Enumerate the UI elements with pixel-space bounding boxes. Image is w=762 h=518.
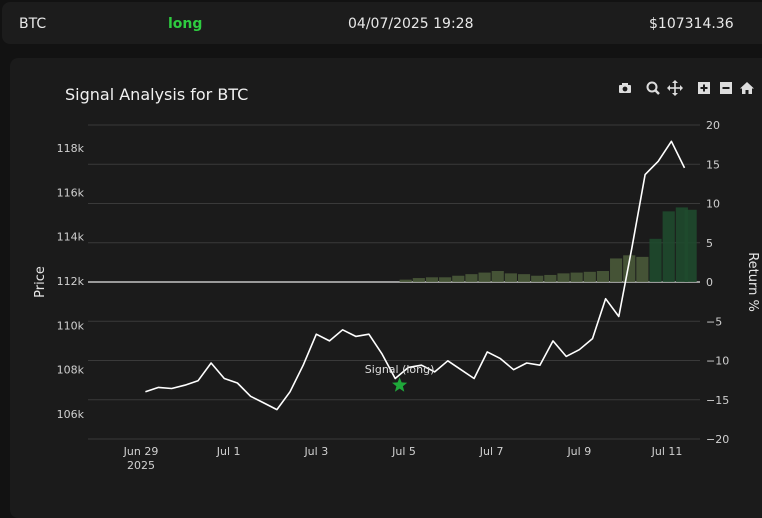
pan-icon[interactable] xyxy=(667,80,683,96)
return-bar xyxy=(684,209,697,282)
return-bar xyxy=(425,277,439,282)
price-label: $107314.36 xyxy=(649,16,734,32)
datetime-label: 04/07/2025 19:28 xyxy=(348,16,474,32)
return-bar xyxy=(531,275,544,282)
price-line xyxy=(145,140,686,411)
y-tick-label: 114k xyxy=(57,231,85,244)
y2-tick-label: 20 xyxy=(706,119,720,132)
x-tick-label: Jul 5 xyxy=(391,445,416,458)
y2-tick-label: −5 xyxy=(706,315,722,328)
x-tick-label: Jul 3 xyxy=(303,445,328,458)
symbol-label: BTC xyxy=(19,16,47,32)
signal-chart[interactable]: 20 15 10 5 0 −5 −10 −15 −20 106k 108k 110k 112k 114k 1… xyxy=(0,0,762,496)
signal-marker-icon xyxy=(392,377,408,392)
x-tick-label: Jul 7 xyxy=(479,445,504,458)
return-bar xyxy=(636,256,649,282)
y-tick-label: 116k xyxy=(57,186,85,199)
return-bar xyxy=(465,274,478,282)
return-bar xyxy=(649,238,662,282)
return-bar xyxy=(517,274,531,282)
x-year-label: 2025 xyxy=(127,459,155,472)
chart-panel xyxy=(10,58,762,518)
camera-icon[interactable] xyxy=(617,80,633,96)
return-bar xyxy=(583,271,596,282)
zoom-out-icon[interactable] xyxy=(718,80,734,96)
return-bar xyxy=(491,271,504,282)
x-tick-label: Jul 9 xyxy=(566,445,591,458)
y2-tick-label: 5 xyxy=(706,237,713,250)
x-tick-label: Jul 11 xyxy=(651,445,683,458)
return-bar xyxy=(478,272,491,282)
chart-toolbar xyxy=(615,80,762,98)
home-icon[interactable] xyxy=(739,80,755,96)
y-tick-label: 112k xyxy=(57,275,85,288)
y2-tick-label: −10 xyxy=(706,355,729,368)
return-bar xyxy=(557,273,570,282)
y-tick-label: 108k xyxy=(57,364,85,377)
y2-tick-label: −20 xyxy=(706,433,729,446)
return-bar xyxy=(662,211,675,282)
zoom-icon[interactable] xyxy=(645,80,661,96)
zoom-in-icon[interactable] xyxy=(696,80,712,96)
top-info-bar: BTC long 04/07/2025 19:28 $107314.36 xyxy=(2,2,762,44)
return-bar xyxy=(399,279,412,282)
return-bar xyxy=(544,274,557,282)
x-tick-label: Jun 29 xyxy=(123,445,159,458)
return-bar xyxy=(412,278,425,282)
y-axis-title: Price xyxy=(33,266,48,298)
side-label: long xyxy=(168,16,203,32)
y2-tick-label: 10 xyxy=(706,198,720,211)
y-tick-label: 110k xyxy=(57,319,85,332)
y2-tick-label: 15 xyxy=(706,158,720,171)
return-bar xyxy=(596,271,610,282)
y-tick-label: 118k xyxy=(57,142,85,155)
y2-tick-label: −15 xyxy=(706,394,729,407)
y2-tick-label: 0 xyxy=(706,276,713,289)
signal-annotation: Signal (long) xyxy=(365,363,435,376)
return-bar xyxy=(610,258,623,282)
chart-title: Signal Analysis for BTC xyxy=(65,85,249,104)
y-tick-label: 106k xyxy=(57,408,85,421)
return-bar xyxy=(504,273,517,282)
y2-axis-title: Return % xyxy=(745,252,760,312)
return-bar xyxy=(452,275,465,282)
return-bar xyxy=(439,277,452,282)
return-bar xyxy=(570,272,583,282)
x-tick-label: Jul 1 xyxy=(216,445,241,458)
